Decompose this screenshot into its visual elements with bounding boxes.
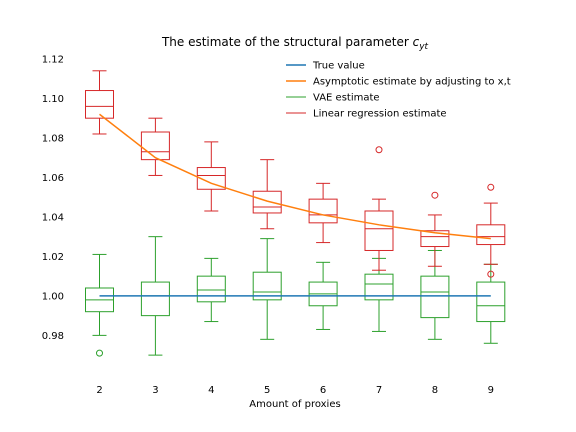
y-tick-label: 1.08 [42,133,64,144]
legend-entry: Linear regression estimate [286,109,447,120]
vae-iqr-box [364,273,394,301]
y-tick-label: 1.10 [42,94,64,105]
vae-iqr-box [420,275,450,319]
vae-iqr-box [140,281,170,317]
lr-box-5 [252,159,282,230]
lr-iqr-box [364,210,394,251]
lr-iqr-box [476,224,506,246]
lr-outlier [487,270,495,278]
x-tick-label: 8 [432,385,438,396]
legend-entry: VAE estimate [286,93,380,104]
lr-box-7 [364,146,394,271]
lr-box-2 [85,70,114,135]
vae-box-9 [476,263,506,344]
lr-iqr-box [140,131,170,161]
y-tick-label: 1.06 [42,173,64,184]
legend: True value Asymptotic estimate by adjusti… [286,61,511,120]
chart-title: The estimate of the structural parameter… [161,35,429,52]
lr-iqr-box [252,190,282,214]
vae-iqr-box [252,271,282,301]
legend-label: VAE estimate [313,93,380,104]
x-tick-label: 9 [488,385,494,396]
vae-outlier [96,349,103,357]
asymptotic-estimate-line [99,113,491,240]
vae-box-2 [85,253,114,357]
x-axis: 2 3 4 5 6 7 8 9 [96,385,494,396]
y-tick-label: 0.98 [42,331,64,342]
x-tick-label: 7 [376,385,382,396]
lr-iqr-box [196,167,226,190]
legend-entry: Asymptotic estimate by adjusting to x,t [286,77,511,88]
lr-iqr-box [308,198,338,224]
x-tick-label: 6 [320,385,326,396]
lr-outlier [375,146,383,154]
vae-iqr-box [196,275,226,303]
y-axis: 0.98 1.00 1.02 1.04 1.06 1.08 1.10 1.12 [42,54,64,341]
legend-label: Asymptotic estimate by adjusting to x,t [313,77,511,88]
lr-box-8 [420,191,450,267]
x-tick-label: 2 [96,385,102,396]
plot-area [85,70,506,357]
lr-outlier [431,191,439,199]
vae-box-6 [308,261,338,330]
y-tick-label: 1.04 [42,212,64,223]
x-tick-label: 3 [152,385,158,396]
x-axis-label: Amount of proxies [249,399,340,410]
lr-outlier [487,183,495,191]
x-tick-label: 5 [264,385,270,396]
x-tick-label: 4 [208,385,214,396]
y-tick-label: 1.00 [42,291,64,302]
legend-label: Linear regression estimate [313,109,447,120]
lr-iqr-box [85,90,114,119]
vae-box-5 [252,238,282,340]
vae-iqr-box [476,281,506,323]
lr-box-3 [140,117,170,176]
lr-box-4 [196,141,226,212]
lr-box-9 [476,183,506,278]
lr-iqr-box [420,230,450,248]
vae-box-4 [196,257,226,323]
legend-label: True value [312,61,365,72]
y-tick-label: 1.02 [42,252,64,263]
y-tick-label: 1.12 [42,54,64,65]
legend-entry: True value [286,61,365,72]
